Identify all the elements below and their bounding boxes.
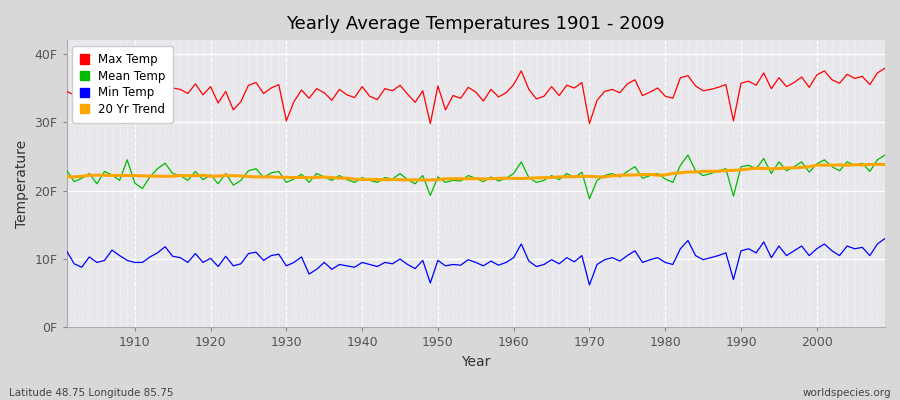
Y-axis label: Temperature: Temperature — [15, 140, 29, 228]
Title: Yearly Average Temperatures 1901 - 2009: Yearly Average Temperatures 1901 - 2009 — [286, 15, 665, 33]
Text: worldspecies.org: worldspecies.org — [803, 388, 891, 398]
X-axis label: Year: Year — [461, 355, 491, 369]
Legend: Max Temp, Mean Temp, Min Temp, 20 Yr Trend: Max Temp, Mean Temp, Min Temp, 20 Yr Tre… — [73, 46, 173, 123]
Text: Latitude 48.75 Longitude 85.75: Latitude 48.75 Longitude 85.75 — [9, 388, 174, 398]
